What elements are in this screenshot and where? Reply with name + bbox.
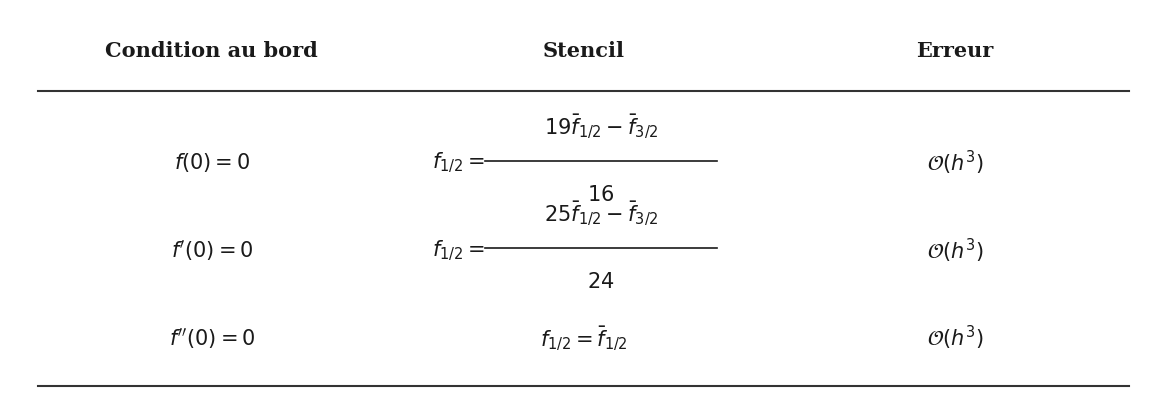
Text: $\mathcal{O}(h^3)$: $\mathcal{O}(h^3)$ (927, 324, 984, 352)
Text: $\mathcal{O}(h^3)$: $\mathcal{O}(h^3)$ (927, 149, 984, 177)
Text: $f''(0) = 0$: $f''(0) = 0$ (168, 326, 256, 351)
Text: $25\bar{f}_{1/2} - \bar{f}_{3/2}$: $25\bar{f}_{1/2} - \bar{f}_{3/2}$ (544, 200, 658, 228)
Text: $19\bar{f}_{1/2} - \bar{f}_{3/2}$: $19\bar{f}_{1/2} - \bar{f}_{3/2}$ (544, 112, 658, 141)
Text: $f_{1/2} = $: $f_{1/2} = $ (433, 238, 484, 262)
Text: $24$: $24$ (587, 273, 615, 292)
Text: $f_{1/2} = $: $f_{1/2} = $ (433, 150, 484, 175)
Text: $f(0) = 0$: $f(0) = 0$ (174, 151, 250, 174)
Text: $\mathcal{O}(h^3)$: $\mathcal{O}(h^3)$ (927, 237, 984, 264)
Text: $f_{1/2} = \bar{f}_{1/2}$: $f_{1/2} = \bar{f}_{1/2}$ (539, 324, 628, 352)
Text: Stencil: Stencil (543, 41, 624, 61)
Text: Condition au bord: Condition au bord (105, 41, 319, 61)
Text: Erreur: Erreur (916, 41, 994, 61)
Text: $16$: $16$ (587, 185, 615, 205)
Text: $f'(0) = 0$: $f'(0) = 0$ (170, 238, 253, 263)
